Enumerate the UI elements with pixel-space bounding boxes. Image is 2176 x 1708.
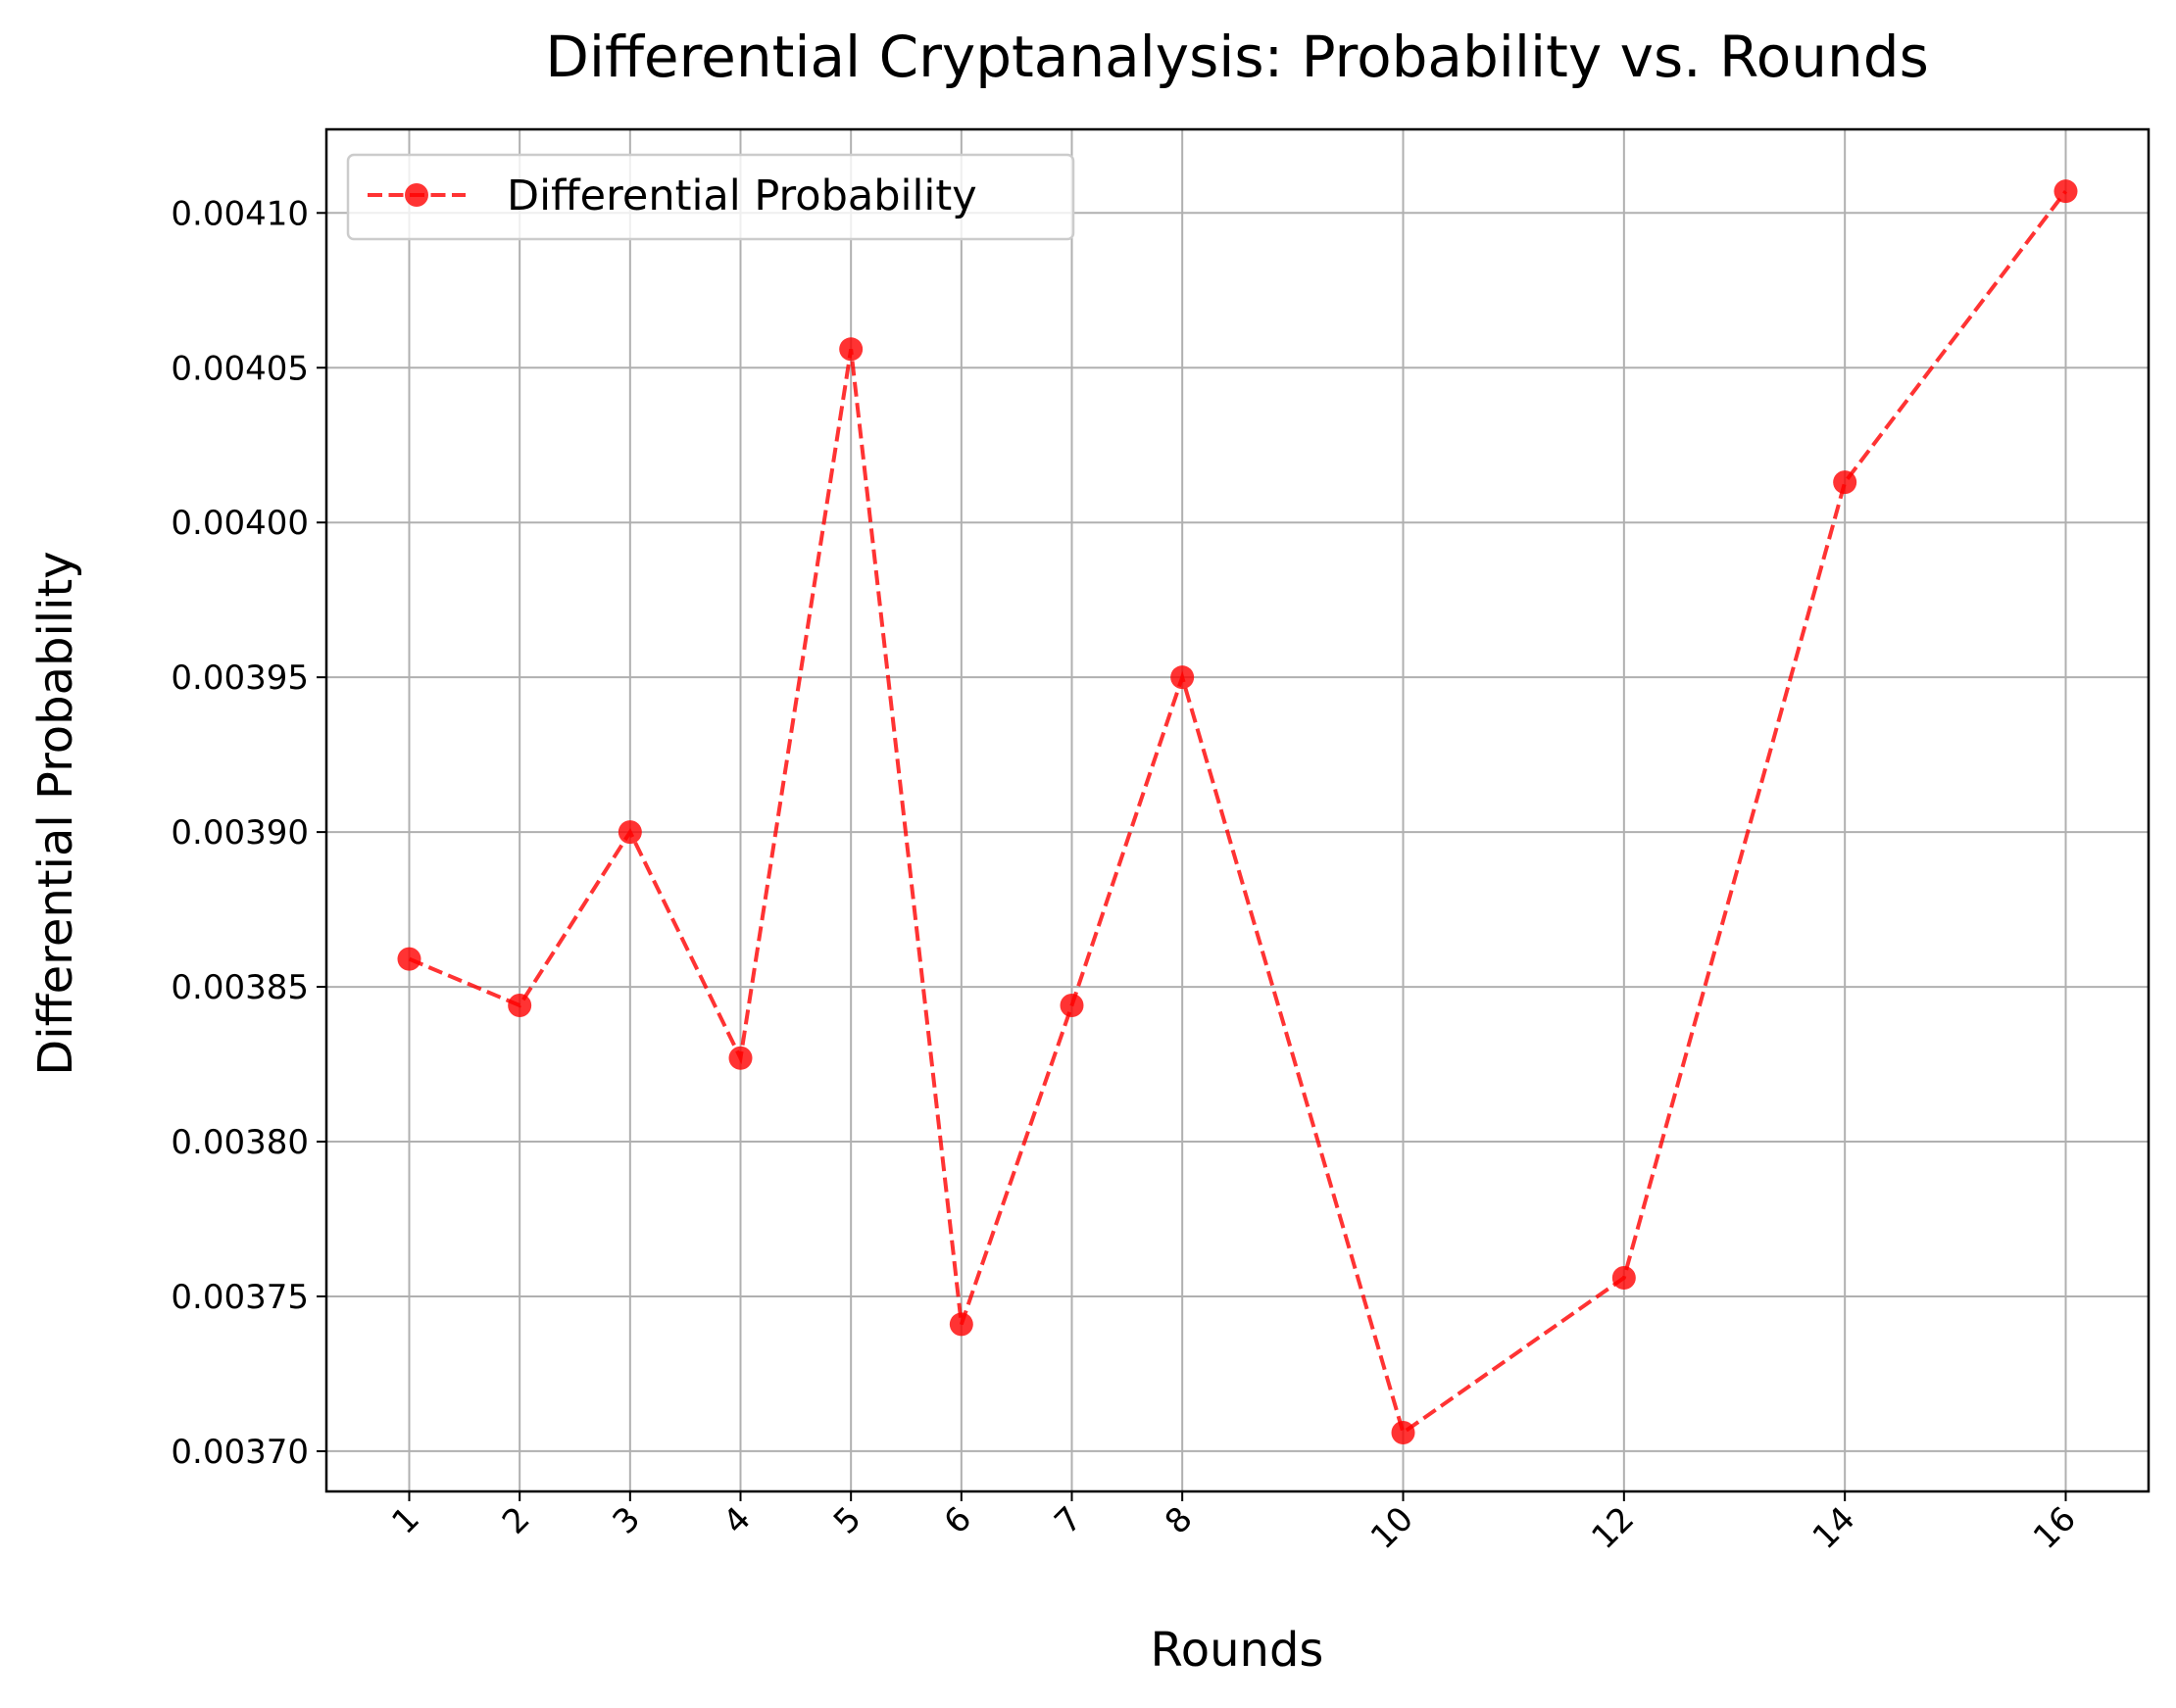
data-point <box>508 994 532 1018</box>
y-tick-label: 0.00395 <box>171 659 309 698</box>
y-tick-label: 0.00390 <box>171 813 309 853</box>
data-point <box>949 1312 973 1337</box>
series-layer <box>397 179 2078 1444</box>
data-point <box>1833 470 1857 495</box>
y-tick-label: 0.00370 <box>171 1433 309 1472</box>
plot-area-frame <box>324 127 2151 1493</box>
data-point <box>728 1046 753 1070</box>
data-point <box>839 337 864 362</box>
y-tick-label: 0.00375 <box>171 1278 309 1317</box>
grid <box>326 129 2149 1491</box>
legend-box <box>346 153 1075 241</box>
chart-title: Differential Cryptanalysis: Probability … <box>545 24 1929 90</box>
data-point <box>1611 1266 1636 1291</box>
legend: Differential Probability <box>346 153 1075 241</box>
data-point <box>1060 994 1084 1018</box>
y-tick-label: 0.00410 <box>171 194 309 233</box>
data-point <box>618 820 642 845</box>
y-tick-label: 0.00385 <box>171 968 309 1007</box>
data-point <box>2053 179 2078 204</box>
series-line <box>408 189 2068 1437</box>
data-point <box>397 947 421 971</box>
y-axis-label: Differential Probability <box>28 551 83 1075</box>
legend-label: Differential Probability <box>507 171 977 220</box>
data-point <box>1391 1420 1415 1444</box>
y-tick-label: 0.00400 <box>171 504 309 543</box>
y-tick-label: 0.00380 <box>171 1123 309 1162</box>
y-tick-label: 0.00405 <box>171 349 309 388</box>
legend-marker-sample <box>405 183 428 207</box>
y-axis-ticks: 0.00370 0.00375 0.00380 0.00385 0.00390 0.003… <box>171 194 326 1472</box>
data-point <box>1170 665 1195 690</box>
x-axis-label: Rounds <box>1151 1623 1324 1678</box>
